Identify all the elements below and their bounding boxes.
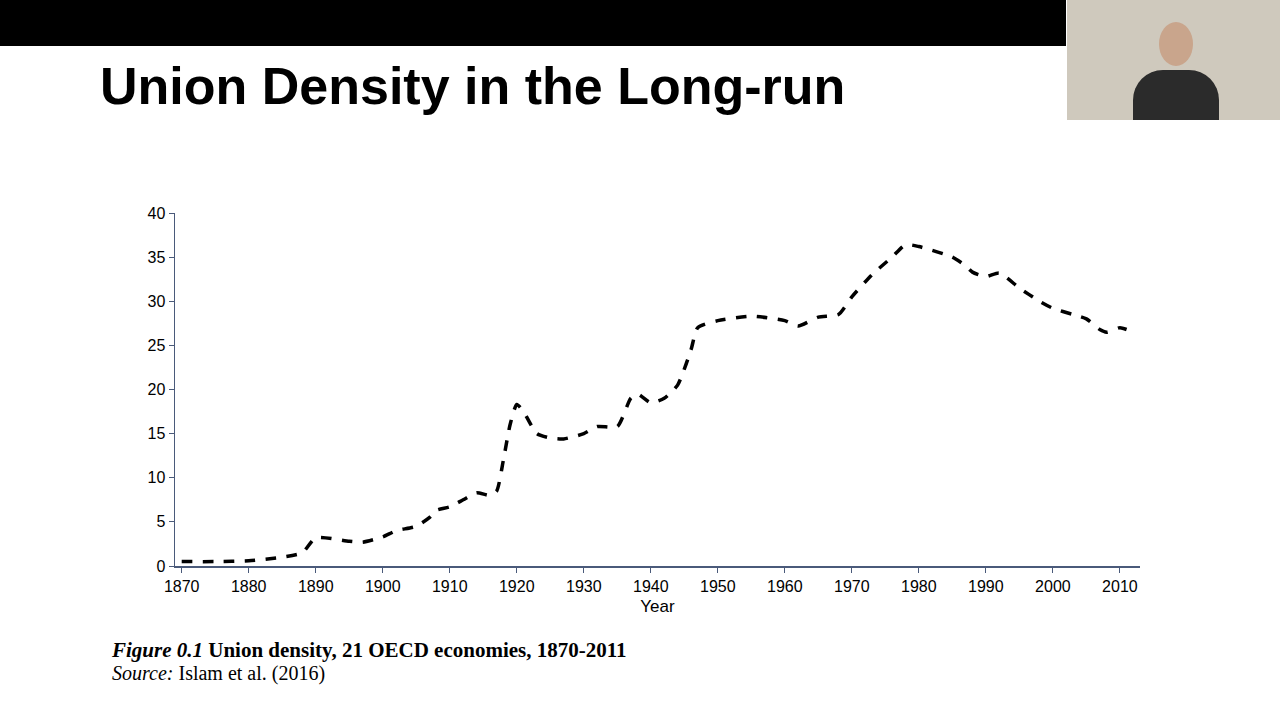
html-text:Source: Islam et al. (2016): Source: Islam et al. (2016) bbox=[112, 662, 326, 684]
svg-text:1950: 1950 bbox=[700, 578, 736, 595]
svg-text:Year: Year bbox=[640, 597, 675, 616]
svg-text:1960: 1960 bbox=[767, 578, 803, 595]
svg-text:5: 5 bbox=[156, 513, 165, 530]
svg-text:15: 15 bbox=[148, 425, 166, 442]
svg-text:1900: 1900 bbox=[365, 578, 401, 595]
svg-text:1890: 1890 bbox=[298, 578, 334, 595]
html-text:Union Density in the Long-run: Union Density in the Long-run bbox=[100, 57, 846, 115]
svg-text:1940: 1940 bbox=[633, 578, 669, 595]
svg-text:1870: 1870 bbox=[164, 578, 200, 595]
svg-text:1980: 1980 bbox=[901, 578, 937, 595]
svg-text:0: 0 bbox=[156, 558, 165, 575]
svg-text:1910: 1910 bbox=[432, 578, 468, 595]
svg-text:1920: 1920 bbox=[499, 578, 535, 595]
svg-text:10: 10 bbox=[148, 469, 166, 486]
svg-text:1880: 1880 bbox=[231, 578, 267, 595]
svg-text:35: 35 bbox=[148, 249, 166, 266]
svg-text:2010: 2010 bbox=[1102, 578, 1138, 595]
svg-text:25: 25 bbox=[148, 337, 166, 354]
svg-text:30: 30 bbox=[148, 293, 166, 310]
svg-text:1990: 1990 bbox=[968, 578, 1004, 595]
svg-text:2000: 2000 bbox=[1035, 578, 1071, 595]
svg-text:1970: 1970 bbox=[834, 578, 870, 595]
svg-text:40: 40 bbox=[148, 205, 166, 222]
html-text:Figure 0.1 Union density, 21 O: Figure 0.1 Union density, 21 OECD econom… bbox=[112, 638, 627, 662]
svg-text:20: 20 bbox=[148, 381, 166, 398]
svg-text:1930: 1930 bbox=[566, 578, 602, 595]
